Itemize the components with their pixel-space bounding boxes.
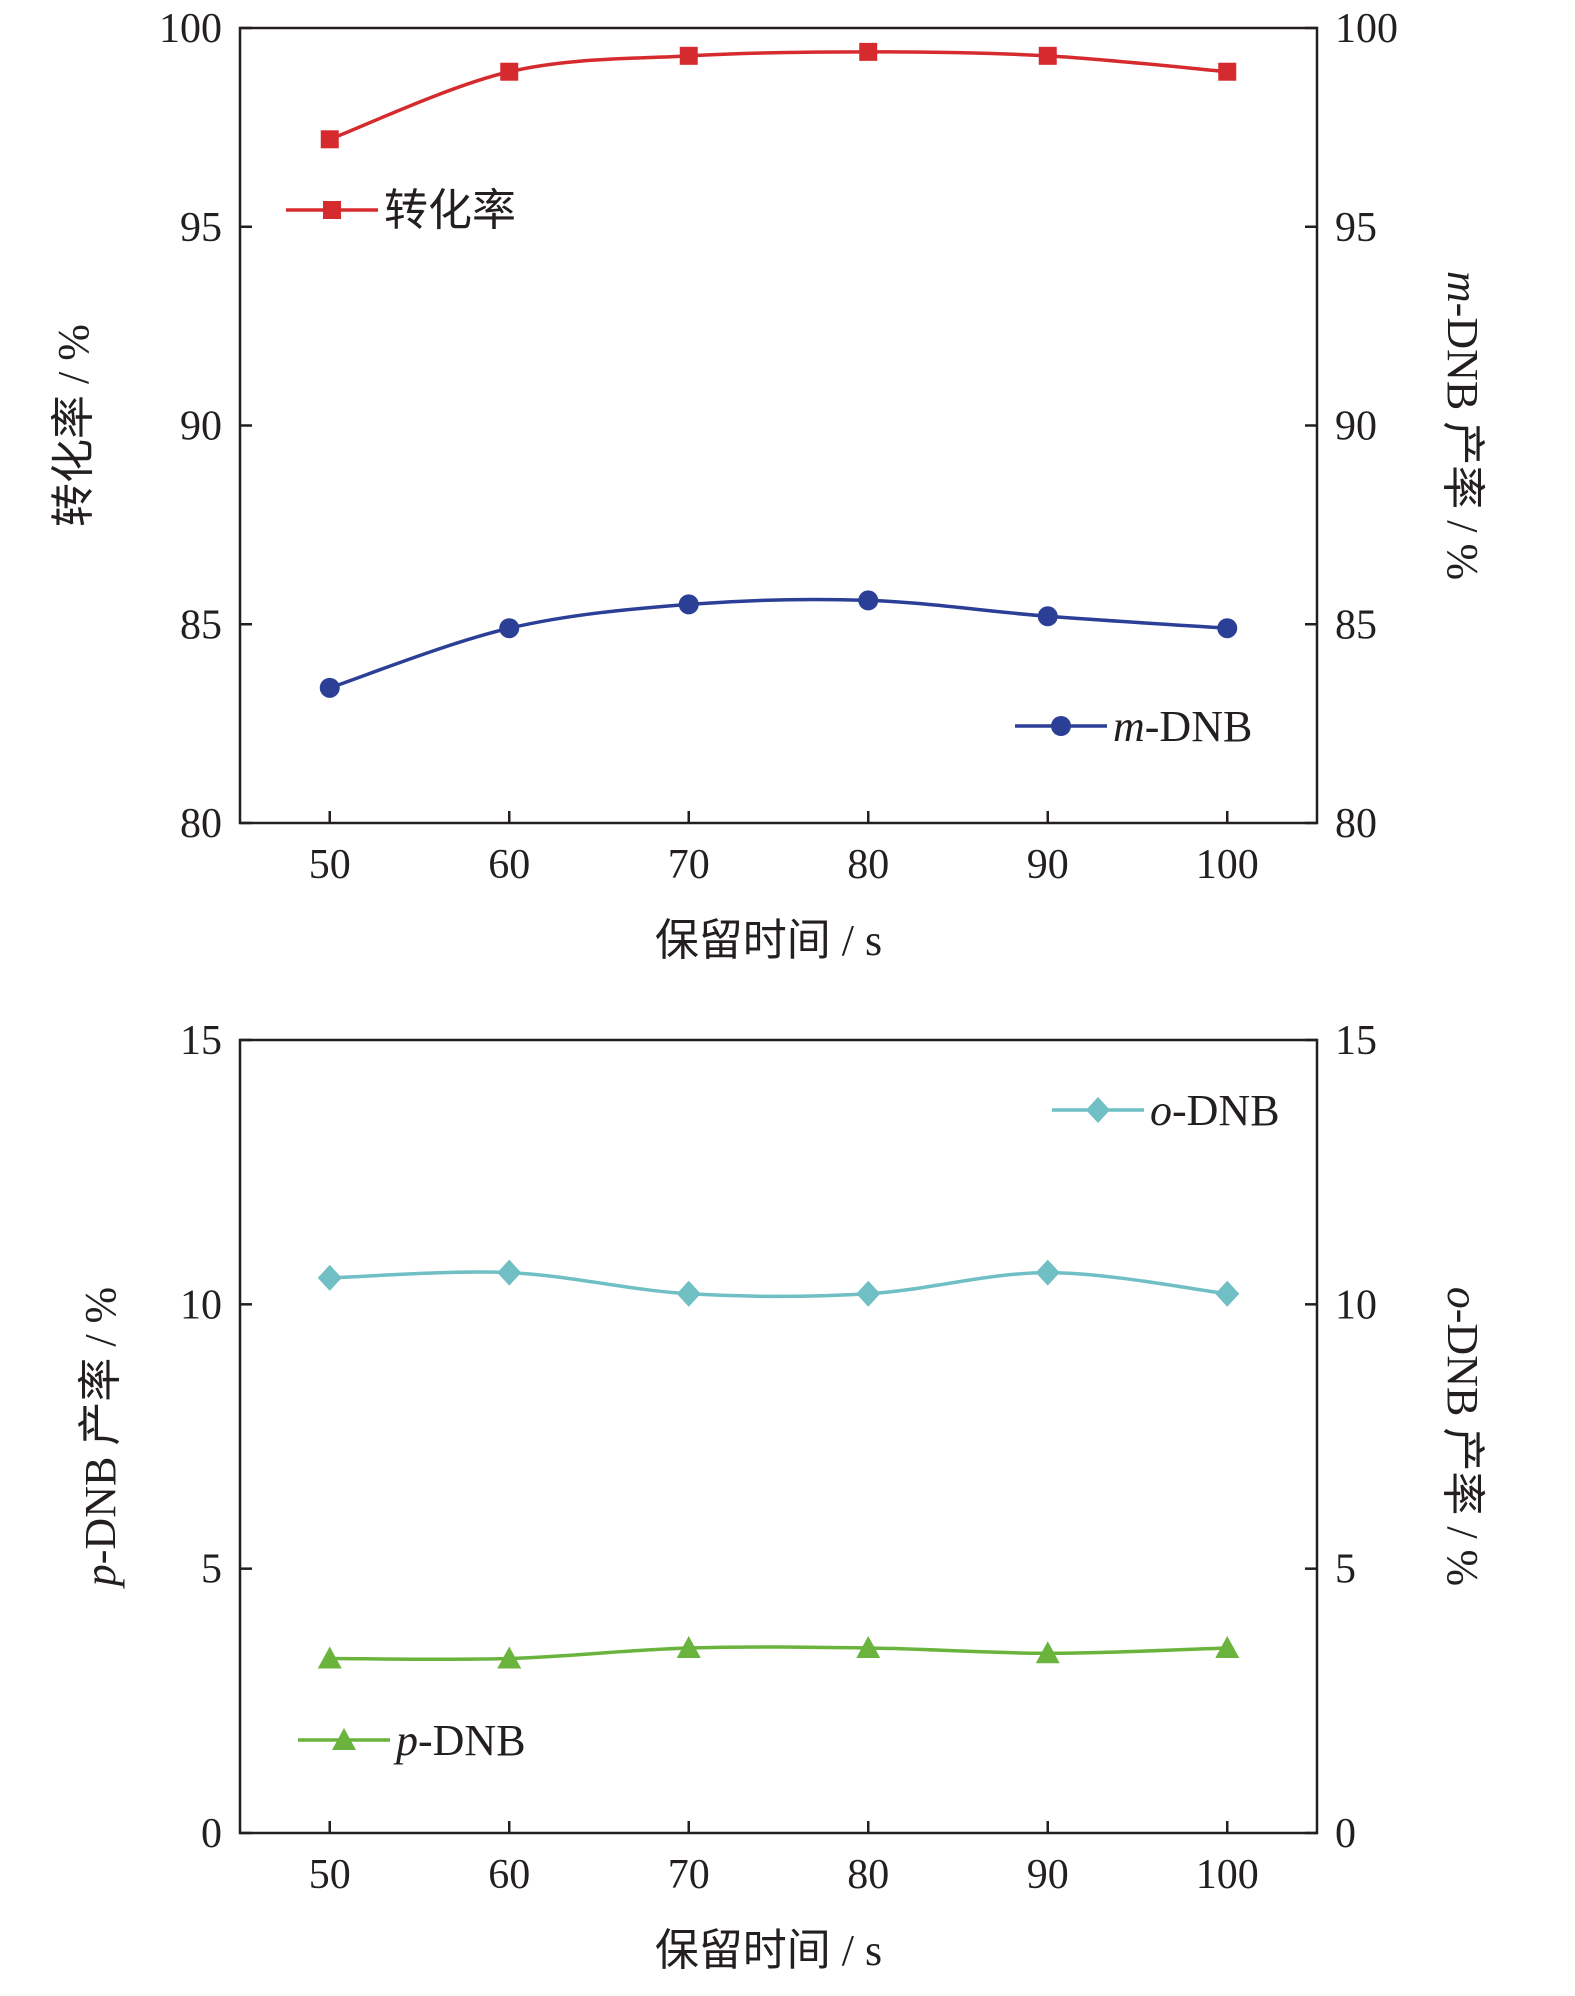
data-point xyxy=(856,1280,881,1307)
data-point xyxy=(317,1646,342,1669)
y-tick-label-left: 15 xyxy=(180,1018,222,1064)
y-axis-title-right: o-DNB 产率 / % xyxy=(1438,1287,1487,1586)
data-point xyxy=(858,590,879,611)
y-axis-title-left: 转化率 / % xyxy=(49,324,98,527)
y-tick-label-left: 80 xyxy=(180,801,222,847)
legend-marker xyxy=(332,1728,356,1750)
legend-label: o-DNB xyxy=(1150,1086,1280,1135)
series-mdnb xyxy=(319,590,1238,698)
data-point xyxy=(497,1646,522,1669)
y-tick-label-left: 85 xyxy=(180,602,222,648)
y-tick-label-left: 10 xyxy=(180,1282,222,1328)
x-tick-label: 100 xyxy=(1196,842,1259,888)
plot-frame xyxy=(238,1038,1319,1835)
y-tick-label-right: 10 xyxy=(1335,1282,1377,1328)
legend-label-part: p xyxy=(393,1716,418,1765)
series-line xyxy=(329,50,1228,141)
data-point xyxy=(1035,1641,1060,1664)
data-point xyxy=(1218,62,1237,81)
legend-label: 转化率 xyxy=(384,186,516,235)
x-tick-label: 80 xyxy=(847,842,889,888)
y-axis-title-right-part: -DNB 产率 / % xyxy=(1438,303,1487,580)
x-tick-label: 100 xyxy=(1196,1852,1259,1898)
x-tick-label: 90 xyxy=(1027,1852,1069,1898)
data-point xyxy=(1215,1280,1240,1307)
data-point xyxy=(497,1259,522,1286)
x-tick-label: 90 xyxy=(1027,842,1069,888)
data-point xyxy=(1035,1259,1060,1286)
x-axis-title: 保留时间 / s xyxy=(655,1926,882,1975)
legend-marker xyxy=(1051,716,1071,736)
y-tick-label-right: 0 xyxy=(1335,1811,1356,1857)
y-tick-label-left: 95 xyxy=(180,205,222,251)
x-tick-label: 60 xyxy=(488,1852,530,1898)
y-tick-label-right: 95 xyxy=(1335,205,1377,251)
x-tick-label: 70 xyxy=(668,842,710,888)
data-point xyxy=(319,677,340,698)
x-tick-label: 50 xyxy=(309,1852,351,1898)
data-point xyxy=(500,62,519,81)
y-axis-title-left-part: 转化率 / % xyxy=(49,324,98,527)
series-line xyxy=(329,597,1228,690)
series-line xyxy=(329,1645,1228,1662)
data-point xyxy=(856,1635,881,1658)
data-point xyxy=(859,42,878,61)
y-axis-title-right-part: m xyxy=(1438,271,1487,303)
y-tick-label-right: 90 xyxy=(1335,404,1377,450)
data-point xyxy=(1217,618,1238,639)
legend-marker xyxy=(323,201,341,219)
legend-label: m-DNB xyxy=(1113,702,1252,751)
y-tick-label-right: 100 xyxy=(1335,6,1398,52)
y-axis-title-right-part: o xyxy=(1438,1287,1487,1309)
y-axis-title-right-part: -DNB 产率 / % xyxy=(1438,1309,1487,1586)
chart-1: 50 60 70 80 90 100 80 80 85 85 90 90 95 95 100 100 保留时间 … xyxy=(49,6,1487,965)
data-point xyxy=(1037,606,1058,627)
data-point xyxy=(499,618,520,639)
x-tick-label: 80 xyxy=(847,1852,889,1898)
legend-label-part: m xyxy=(1113,702,1145,751)
y-axis-title-right: m-DNB 产率 / % xyxy=(1438,271,1487,580)
data-point xyxy=(678,594,699,615)
data-point xyxy=(676,1635,701,1658)
x-tick-label: 60 xyxy=(488,842,530,888)
y-axis-title-left-part: -DNB 产率 / % xyxy=(76,1287,125,1564)
y-tick-label-left: 90 xyxy=(180,404,222,450)
series-line xyxy=(329,1270,1228,1299)
y-tick-label-right: 80 xyxy=(1335,801,1377,847)
x-axis-title: 保留时间 / s xyxy=(655,916,882,965)
series-odnb xyxy=(317,1259,1240,1307)
data-point xyxy=(1038,46,1057,65)
data-point xyxy=(676,1280,701,1307)
y-tick-label-left: 5 xyxy=(201,1547,222,1593)
legend-label-part: -DNB xyxy=(1172,1086,1280,1135)
data-point xyxy=(1215,1635,1240,1658)
y-tick-label-right: 85 xyxy=(1335,602,1377,648)
data-point xyxy=(320,130,339,149)
series- xyxy=(320,42,1237,149)
y-tick-label-right: 15 xyxy=(1335,1018,1377,1064)
legend-label-part: -DNB xyxy=(418,1716,526,1765)
legend-label: p-DNB xyxy=(393,1716,526,1765)
legend-label-part: o xyxy=(1150,1086,1172,1135)
x-tick-label: 70 xyxy=(668,1852,710,1898)
legend-label-part: 转化率 xyxy=(384,186,516,235)
y-axis-title-left: p-DNB 产率 / % xyxy=(76,1287,125,1589)
y-axis-title-left-part: p xyxy=(76,1564,125,1589)
legend-label-part: -DNB xyxy=(1145,702,1253,751)
y-tick-label-left: 0 xyxy=(201,1811,222,1857)
data-point xyxy=(317,1264,342,1291)
x-tick-label: 50 xyxy=(309,842,351,888)
data-point xyxy=(679,46,698,65)
legend-marker xyxy=(1086,1097,1110,1123)
series-pdnb xyxy=(317,1635,1240,1669)
y-tick-label-right: 5 xyxy=(1335,1547,1356,1593)
y-tick-label-left: 100 xyxy=(159,6,222,52)
